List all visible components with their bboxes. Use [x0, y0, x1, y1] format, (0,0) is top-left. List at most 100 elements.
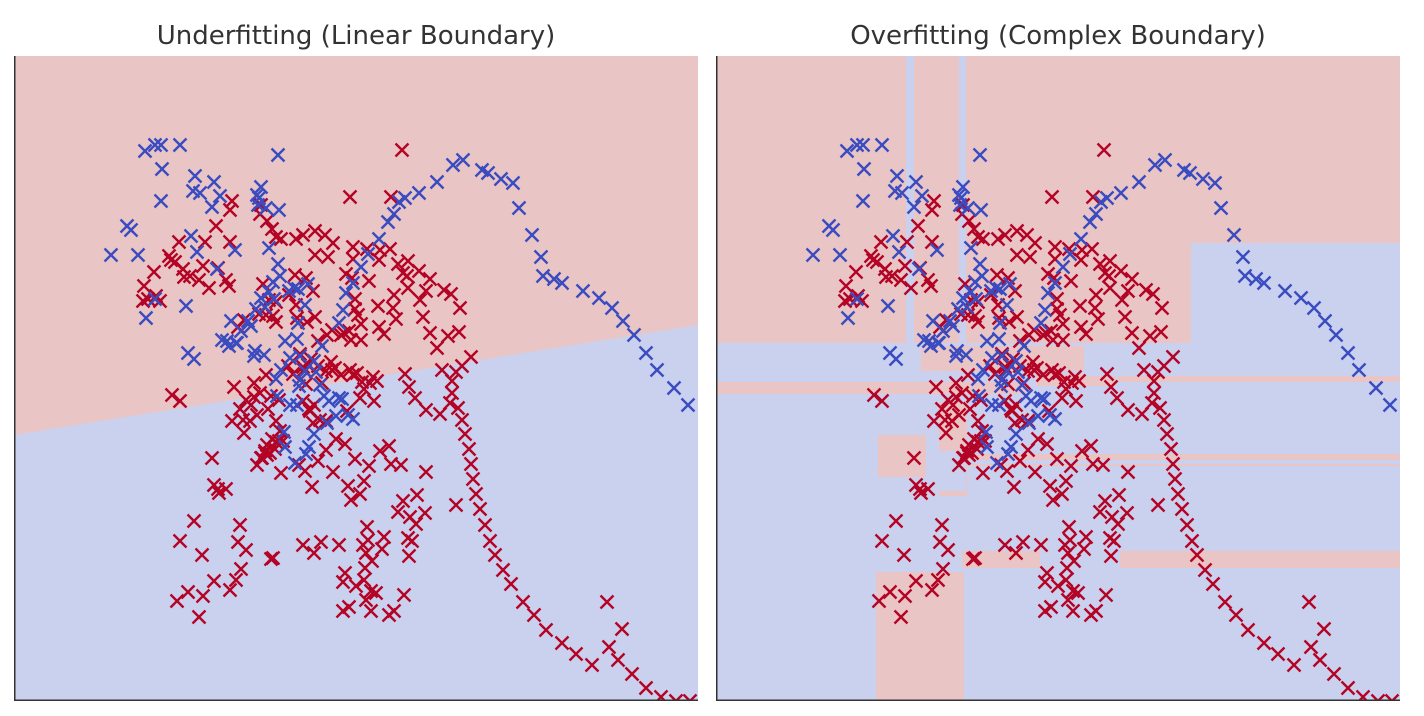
data-point-class-0	[949, 343, 965, 359]
data-point-class-1	[1015, 534, 1031, 550]
data-point-class-1	[236, 425, 252, 441]
data-point-class-1	[407, 390, 423, 406]
data-point-class-1	[599, 594, 615, 610]
data-point-class-1	[1217, 594, 1233, 610]
data-point-class-0	[604, 300, 620, 316]
data-point-class-1	[1156, 412, 1172, 428]
data-point-class-0	[314, 338, 330, 354]
data-point-class-1	[268, 434, 284, 450]
data-point-class-1	[191, 272, 207, 288]
data-point-class-0	[906, 199, 922, 215]
data-point-class-1	[924, 234, 940, 250]
data-point-class-1	[1042, 478, 1058, 494]
data-point-class-1	[873, 234, 889, 250]
data-point-class-1	[1045, 492, 1061, 508]
data-point-class-1	[1054, 486, 1070, 502]
data-point-class-0	[979, 439, 995, 455]
data-point-class-1	[310, 453, 326, 469]
data-point-class-1	[358, 545, 374, 561]
data-point-class-0	[638, 345, 654, 361]
data-point-class-0	[297, 297, 313, 313]
chart-title-right: Overfitting (Complex Boundary)	[850, 21, 1266, 51]
data-point-class-0	[1033, 390, 1049, 406]
data-point-class-1	[440, 328, 456, 344]
data-point-class-1	[1170, 486, 1186, 502]
data-point-class-1	[328, 431, 344, 447]
data-point-class-0	[227, 242, 243, 258]
data-point-class-1	[1083, 438, 1099, 454]
data-point-class-0	[334, 391, 350, 407]
data-point-class-1	[232, 517, 248, 533]
data-point-class-1	[195, 588, 211, 604]
data-point-class-0	[328, 408, 344, 424]
data-point-class-1	[361, 273, 377, 289]
data-point-class-0	[1195, 171, 1211, 187]
data-point-class-0	[1036, 391, 1052, 407]
data-point-class-1	[232, 401, 248, 417]
data-point-class-0	[261, 284, 277, 300]
data-point-class-1	[1098, 587, 1114, 603]
data-point-class-1	[246, 375, 262, 391]
data-point-class-0	[974, 268, 990, 284]
data-point-class-1	[374, 541, 390, 557]
data-point-class-0	[249, 187, 265, 203]
data-point-class-0	[380, 214, 396, 230]
data-point-class-1	[313, 534, 329, 550]
data-point-class-1	[415, 309, 431, 325]
data-point-class-0	[554, 275, 570, 291]
data-point-class-0	[289, 397, 305, 413]
data-point-class-0	[185, 183, 201, 199]
data-point-class-1	[358, 592, 374, 608]
data-point-class-1	[390, 256, 406, 272]
data-point-class-1	[1163, 441, 1179, 457]
data-point-class-1	[1061, 241, 1077, 257]
data-point-class-0	[1237, 268, 1253, 284]
data-point-class-1	[1070, 585, 1086, 601]
data-point-class-1	[838, 278, 854, 294]
chart-title-left: Underfitting (Linear Boundary)	[156, 21, 556, 51]
data-point-class-1	[973, 392, 989, 408]
data-point-class-1	[1301, 594, 1317, 610]
data-point-class-1	[1006, 479, 1022, 495]
data-point-class-1	[337, 436, 353, 452]
data-point-class-1	[1076, 541, 1092, 557]
data-point-class-1	[395, 493, 411, 509]
data-point-class-1	[1099, 366, 1115, 382]
data-point-class-0	[103, 247, 119, 263]
data-point-class-1	[197, 234, 213, 250]
data-point-class-0	[991, 331, 1007, 347]
data-point-class-1	[418, 283, 434, 299]
data-point-class-1	[1131, 340, 1147, 356]
region-class-1	[1118, 376, 1400, 382]
data-point-class-1	[538, 622, 554, 638]
data-point-class-1	[186, 513, 202, 529]
region-class-0	[906, 56, 914, 343]
data-point-class-0	[429, 174, 445, 190]
data-point-class-1	[422, 325, 438, 341]
data-point-class-1	[1058, 473, 1074, 489]
data-point-class-1	[345, 239, 361, 255]
data-point-class-1	[451, 324, 467, 340]
data-point-class-0	[963, 284, 979, 300]
data-point-class-1	[884, 268, 900, 284]
data-point-class-1	[307, 247, 323, 263]
data-point-class-1	[1097, 493, 1113, 509]
data-point-class-1	[1136, 362, 1152, 378]
data-point-class-0	[1256, 275, 1272, 291]
data-point-class-1	[1355, 689, 1371, 701]
data-point-class-0	[1113, 185, 1129, 201]
data-point-class-1	[1124, 271, 1140, 287]
data-point-class-1	[1197, 562, 1213, 578]
data-point-class-0	[289, 331, 305, 347]
data-point-class-1	[903, 280, 919, 296]
data-point-class-1	[1109, 390, 1125, 406]
data-point-class-0	[153, 137, 169, 153]
data-point-class-0	[978, 424, 994, 440]
data-point-class-1	[1044, 189, 1060, 205]
data-point-class-0	[271, 202, 287, 218]
data-point-class-1	[1110, 516, 1126, 532]
data-point-class-1	[1008, 545, 1024, 561]
data-point-class-1	[1154, 300, 1170, 316]
data-point-class-1	[268, 413, 284, 429]
data-point-class-1	[910, 218, 926, 234]
